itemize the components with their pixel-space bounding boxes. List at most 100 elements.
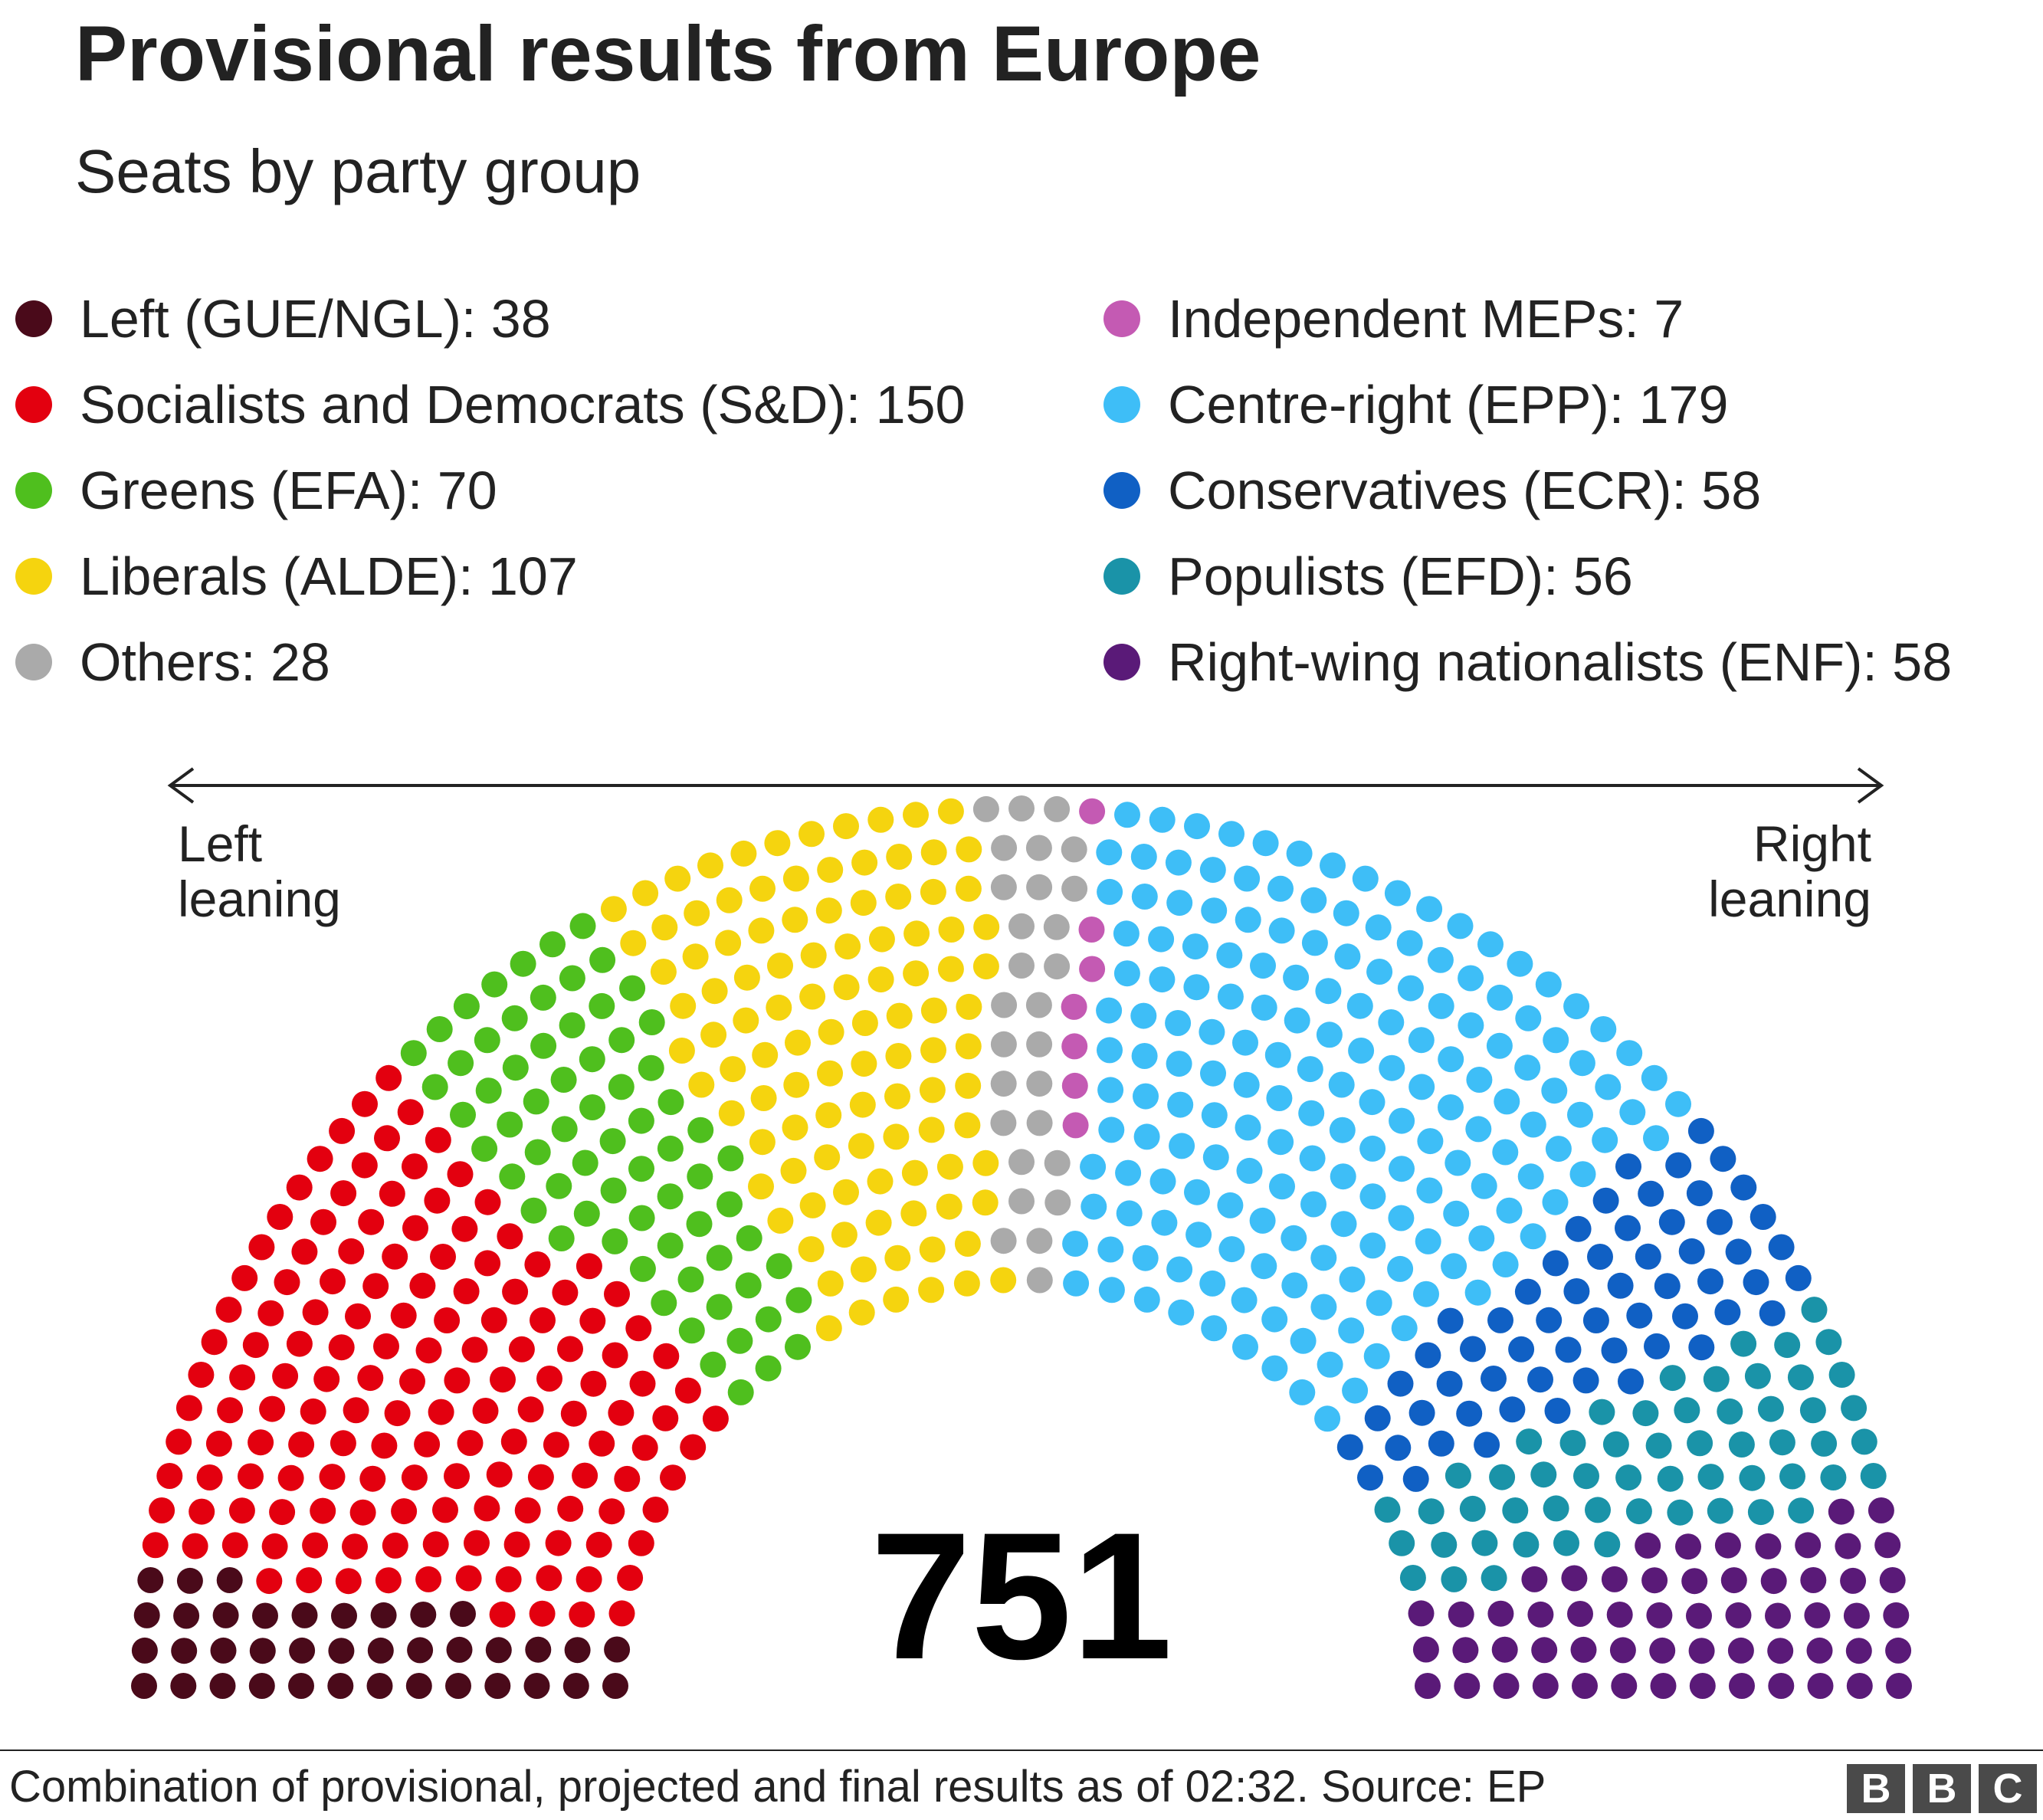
seat-dot-series-4 xyxy=(1044,1149,1071,1176)
seat-dot-series-7 xyxy=(1678,1238,1705,1264)
legend-swatch-sd xyxy=(15,386,52,423)
seat-dot-series-1 xyxy=(384,1400,411,1427)
seat-dot-series-8 xyxy=(1585,1497,1611,1523)
seat-dot-series-1 xyxy=(288,1431,315,1458)
seat-dot-series-2 xyxy=(727,1379,754,1405)
seat-dot-series-7 xyxy=(1697,1268,1723,1295)
seat-dot-series-9 xyxy=(1646,1602,1673,1628)
seat-dot-series-3 xyxy=(956,836,982,863)
seat-dot-series-8 xyxy=(1399,1565,1426,1591)
seat-dot-series-6 xyxy=(1563,993,1590,1020)
seat-dot-series-2 xyxy=(530,1032,557,1059)
direction-arrow xyxy=(167,767,1884,804)
legend-label: Conservatives (ECR): 58 xyxy=(1168,461,1762,520)
seat-dot-series-9 xyxy=(1606,1602,1633,1628)
legend-item-liberals: Liberals (ALDE): 107 xyxy=(15,533,965,619)
seat-dot-series-3 xyxy=(865,1209,892,1236)
seat-dot-series-2 xyxy=(766,1253,792,1280)
seat-dot-series-0 xyxy=(289,1637,316,1664)
seat-dot-series-7 xyxy=(1385,1435,1412,1461)
seat-dot-series-6 xyxy=(1185,1222,1212,1248)
seat-dot-series-1 xyxy=(267,1204,293,1230)
seat-dot-series-7 xyxy=(1402,1465,1429,1492)
seat-dot-series-2 xyxy=(717,1145,744,1172)
seat-dot-series-2 xyxy=(551,1116,578,1143)
seat-dot-series-6 xyxy=(1166,1256,1193,1283)
seat-dot-series-6 xyxy=(1542,1189,1569,1215)
seat-dot-series-9 xyxy=(1408,1600,1435,1627)
seat-dot-series-1 xyxy=(342,1533,368,1560)
seat-dot-series-0 xyxy=(133,1602,160,1628)
seat-dot-series-2 xyxy=(687,1163,713,1190)
seat-dot-series-6 xyxy=(1063,1270,1090,1297)
seat-dot-series-1 xyxy=(330,1180,357,1207)
seat-dot-series-8 xyxy=(1747,1499,1774,1526)
seat-dot-series-3 xyxy=(764,830,791,857)
seat-dot-series-8 xyxy=(1625,1498,1652,1525)
right-leaning-line2: leaning xyxy=(1708,871,1871,927)
seat-dot-series-2 xyxy=(638,1054,664,1081)
seat-dot-series-3 xyxy=(938,917,965,943)
seat-dot-series-3 xyxy=(955,875,982,902)
seat-dot-series-9 xyxy=(1635,1532,1661,1559)
seat-dot-series-3 xyxy=(901,1159,928,1186)
seat-dot-series-4 xyxy=(1025,992,1052,1018)
seat-dot-series-9 xyxy=(1835,1533,1861,1559)
legend-item-ecr: Conservatives (ECR): 58 xyxy=(1103,448,1952,533)
legend-swatch-efd xyxy=(1103,558,1140,595)
seat-dot-series-8 xyxy=(1513,1531,1540,1558)
seat-dot-series-8 xyxy=(1667,1499,1694,1526)
seat-dot-series-1 xyxy=(302,1532,329,1559)
seat-dot-series-8 xyxy=(1657,1465,1684,1492)
seat-dot-series-3 xyxy=(918,1117,945,1143)
seat-dot-series-2 xyxy=(448,1050,474,1077)
seat-dot-series-9 xyxy=(1720,1567,1747,1594)
seat-dot-series-6 xyxy=(1427,946,1454,973)
seat-dot-series-2 xyxy=(628,1107,654,1134)
seat-dot-series-6 xyxy=(1330,1163,1356,1190)
seat-dot-series-1 xyxy=(269,1499,296,1526)
seat-dot-series-7 xyxy=(1387,1370,1414,1397)
seat-dot-series-8 xyxy=(1703,1366,1730,1392)
seat-dot-series-1 xyxy=(175,1395,202,1422)
seat-dot-series-6 xyxy=(1132,1244,1159,1271)
seat-dot-series-6 xyxy=(1199,857,1226,884)
seat-dot-series-1 xyxy=(373,1333,399,1359)
seat-dot-series-1 xyxy=(653,1343,680,1369)
seat-dot-series-1 xyxy=(256,1568,283,1595)
seat-dot-series-7 xyxy=(1658,1208,1685,1235)
seat-dot-series-3 xyxy=(799,821,825,848)
seat-dot-series-2 xyxy=(629,1255,656,1282)
legend-item-efd: Populists (EFD): 56 xyxy=(1103,533,1952,619)
seat-dot-series-6 xyxy=(1416,896,1443,923)
legend-item-left: Left (GUE/NGL): 38 xyxy=(15,276,965,362)
seat-dot-series-3 xyxy=(720,1056,746,1083)
legend-item-epp: Centre-right (EPP): 179 xyxy=(1103,362,1952,448)
seat-dot-series-6 xyxy=(1062,1231,1089,1257)
seat-dot-series-1 xyxy=(486,1461,513,1488)
seat-dot-series-4 xyxy=(990,874,1017,900)
seat-dot-series-3 xyxy=(849,1091,876,1118)
seat-dot-series-9 xyxy=(1725,1602,1752,1628)
seat-dot-series-4 xyxy=(1026,1071,1053,1097)
seat-dot-series-6 xyxy=(1348,1038,1375,1064)
seat-dot-series-2 xyxy=(550,1067,577,1093)
seat-dot-series-8 xyxy=(1594,1531,1621,1558)
seat-dot-series-3 xyxy=(885,884,912,910)
seat-dot-series-3 xyxy=(953,1270,980,1297)
seat-dot-series-1 xyxy=(371,1432,398,1459)
seat-dot-series-8 xyxy=(1730,1330,1757,1357)
seat-dot-series-3 xyxy=(682,943,709,970)
seat-dot-series-2 xyxy=(678,1317,705,1344)
seat-dot-series-6 xyxy=(1359,1183,1386,1210)
seat-dot-series-3 xyxy=(798,1236,825,1263)
bbc-logo-b1: B xyxy=(1847,1764,1905,1813)
seat-dot-series-9 xyxy=(1454,1673,1481,1699)
seat-dot-series-6 xyxy=(1417,1128,1444,1155)
seat-dot-series-6 xyxy=(1487,984,1513,1011)
seat-dot-series-1 xyxy=(428,1399,454,1425)
seat-dot-series-2 xyxy=(523,1088,549,1115)
seat-dot-series-3 xyxy=(701,978,728,1005)
seat-dot-series-1 xyxy=(457,1430,484,1456)
seat-dot-series-6 xyxy=(1365,914,1392,941)
